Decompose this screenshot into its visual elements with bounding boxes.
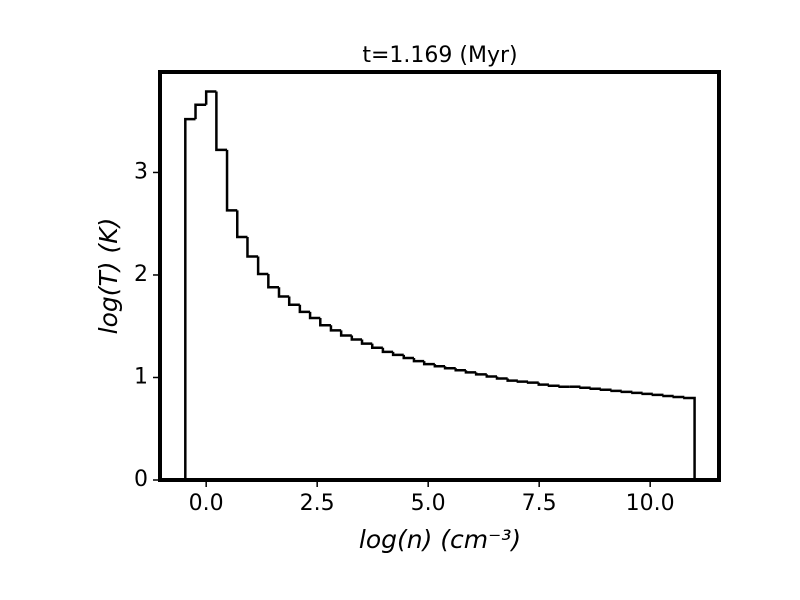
histogram-step: [495, 376, 508, 380]
histogram-step: [308, 311, 321, 320]
histogram-step: [204, 90, 217, 105]
histogram-step: [194, 103, 207, 120]
histogram-step: [474, 372, 487, 376]
plot-frame: [158, 70, 721, 482]
histogram-step: [329, 325, 342, 332]
histogram-step: [225, 149, 238, 212]
histogram-step: [360, 339, 373, 345]
y-tick-label: 1: [134, 364, 148, 389]
histogram-step: [433, 364, 446, 368]
histogram-step: [391, 351, 404, 357]
histogram-step: [537, 382, 549, 386]
histogram-step: [599, 388, 612, 392]
histogram-step: [485, 374, 497, 378]
histogram-step: [350, 335, 363, 341]
histogram-step: [277, 287, 290, 298]
histogram-step: [464, 370, 477, 374]
x-tick-label: 5.0: [411, 491, 446, 516]
histogram-step: [267, 273, 279, 289]
histogram-step: [298, 304, 311, 314]
histogram-step: [215, 91, 228, 152]
histogram-step: [610, 389, 622, 393]
histogram-step: [558, 385, 570, 388]
histogram-step: [381, 347, 394, 354]
y-axis-label: log(T) (K): [94, 218, 123, 335]
y-tick-label: 3: [134, 159, 148, 184]
histogram-step: [287, 296, 300, 306]
histogram-step: [422, 361, 435, 366]
histogram-step: [246, 237, 259, 258]
histogram-step: [256, 256, 269, 276]
histogram-step: [412, 358, 425, 363]
histogram-step: [672, 395, 685, 399]
histogram-step: [319, 318, 331, 327]
histogram-step: [579, 386, 591, 389]
histogram-step: [339, 330, 352, 337]
x-tick-label: 7.5: [522, 491, 557, 516]
histogram-step: [683, 396, 696, 480]
histogram-step: [236, 210, 248, 239]
chart-title: t=1.169 (Myr): [362, 43, 517, 68]
histogram-step: [370, 343, 383, 350]
histogram-step: [662, 394, 674, 398]
histogram-step: [589, 387, 601, 391]
histogram-step: [454, 368, 466, 372]
y-tick-label: 2: [134, 262, 148, 287]
x-tick-label: 2.5: [300, 491, 335, 516]
histogram-step: [443, 366, 456, 370]
x-tick-label: 10.0: [626, 491, 675, 516]
histogram-step: [631, 391, 643, 395]
histogram-step: [641, 392, 653, 396]
histogram-step: [547, 384, 560, 387]
histogram-step: [651, 393, 664, 397]
histogram-step: [526, 381, 539, 384]
histogram-step: [506, 378, 518, 382]
y-tick-label: 0: [134, 467, 148, 492]
x-tick-label: 0.0: [189, 491, 224, 516]
histogram-step: [184, 117, 196, 480]
histogram-step: [516, 380, 529, 383]
histogram-step: [402, 354, 414, 360]
histogram-step: [620, 390, 633, 394]
x-axis-label: log(n) (cm⁻³): [359, 525, 521, 554]
